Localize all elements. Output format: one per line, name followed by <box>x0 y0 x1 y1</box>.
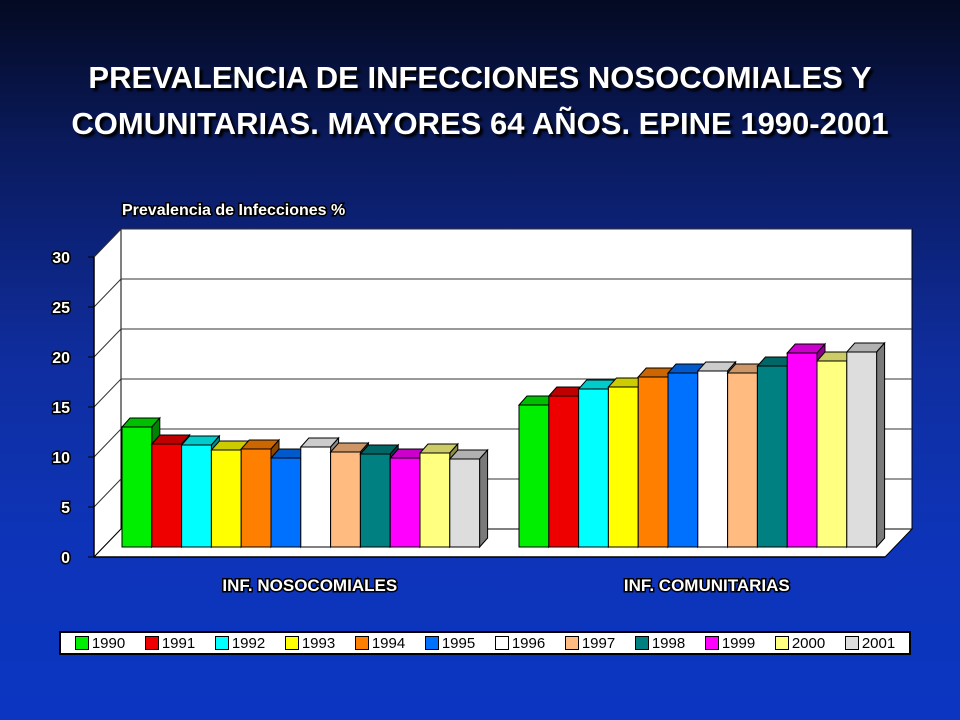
legend-item: 1990 <box>74 634 126 652</box>
bar <box>846 351 878 548</box>
legend-label: 2001 <box>861 634 896 652</box>
bar <box>240 448 272 548</box>
chart-legend: 1990 1991 1992 1993 1994 1995 1996 1997 1998 1999… <box>59 631 911 655</box>
bar <box>607 386 639 548</box>
legend-swatch <box>354 636 369 650</box>
bar-chart: 0 5 10 15 20 25 30 Prevalencia de Infecciones %… <box>51 201 914 597</box>
chart-title-line-2: COMUNITARIAS. MAYORES 64 AÑOS. EPINE 199… <box>71 106 889 141</box>
bar <box>270 457 302 548</box>
legend-item: 1997 <box>564 634 616 652</box>
bar <box>637 376 669 548</box>
legend-swatch <box>634 636 649 650</box>
legend-swatch <box>564 636 579 650</box>
legend-label: 1990 <box>91 634 126 652</box>
legend-swatch <box>74 636 89 650</box>
legend-item: 1992 <box>214 634 266 652</box>
legend-swatch <box>424 636 439 650</box>
bar <box>359 453 391 548</box>
bar <box>518 404 550 548</box>
legend-swatch <box>844 636 859 650</box>
bar <box>449 458 481 548</box>
bar-side <box>479 448 489 549</box>
legend-label: 1999 <box>721 634 756 652</box>
bar <box>548 395 580 548</box>
legend-swatch <box>214 636 229 650</box>
legend-label: 1995 <box>441 634 476 652</box>
bar <box>578 388 609 548</box>
legend-label: 1997 <box>581 634 616 652</box>
legend-item: 2000 <box>774 634 826 652</box>
legend-label: 1991 <box>161 634 196 652</box>
legend-swatch <box>774 636 789 650</box>
bar-side <box>876 341 886 549</box>
legend-label: 1994 <box>371 634 406 652</box>
bar <box>727 372 758 548</box>
legend-item: 1996 <box>494 634 546 652</box>
bar <box>210 449 242 548</box>
legend-swatch <box>704 636 719 650</box>
y-tick-label: 5 <box>61 500 70 517</box>
legend-item: 2001 <box>844 634 896 652</box>
gridline-side <box>93 328 122 358</box>
gridline-side <box>93 228 122 258</box>
y-tick-label: 20 <box>52 350 70 367</box>
bar <box>181 444 212 548</box>
bar <box>121 426 153 548</box>
legend-item: 1991 <box>144 634 196 652</box>
bar <box>786 352 818 548</box>
y-tick-label: 25 <box>52 300 70 317</box>
legend-label: 1996 <box>511 634 546 652</box>
x-category-label: INF. NOSOCOMIALES <box>222 576 397 595</box>
legend-item: 1999 <box>704 634 756 652</box>
chart-title-line-1: PREVALENCIA DE INFECCIONES NOSOCOMIALES … <box>88 60 872 95</box>
bar <box>389 457 421 548</box>
y-axis-label: Prevalencia de Infecciones % <box>122 202 345 219</box>
bar <box>756 365 788 548</box>
legend-swatch <box>494 636 509 650</box>
gridline-side <box>93 278 122 308</box>
legend-item: 1994 <box>354 634 406 652</box>
bar <box>667 372 699 548</box>
gridline-side <box>93 478 122 508</box>
bar <box>330 451 361 548</box>
y-tick-label: 15 <box>52 400 70 417</box>
legend-swatch <box>144 636 159 650</box>
legend-item: 1998 <box>634 634 686 652</box>
legend-label: 2000 <box>791 634 826 652</box>
x-category-label: INF. COMUNITARIAS <box>624 576 790 595</box>
legend-label: 1992 <box>231 634 266 652</box>
gridline-side <box>93 378 122 408</box>
legend-item: 1995 <box>424 634 476 652</box>
chart-title: PREVALENCIA DE INFECCIONES NOSOCOMIALES … <box>0 55 960 147</box>
y-tick-label: 0 <box>61 550 70 567</box>
bar <box>151 443 183 548</box>
bar <box>816 360 848 548</box>
bar <box>419 452 451 548</box>
y-tick-label: 10 <box>52 450 70 467</box>
bar <box>300 446 332 548</box>
y-tick-label: 30 <box>52 250 70 267</box>
legend-item: 1993 <box>284 634 336 652</box>
legend-swatch <box>284 636 299 650</box>
legend-label: 1998 <box>651 634 686 652</box>
legend-label: 1993 <box>301 634 336 652</box>
gridline-side <box>93 428 122 458</box>
bar <box>697 370 729 548</box>
